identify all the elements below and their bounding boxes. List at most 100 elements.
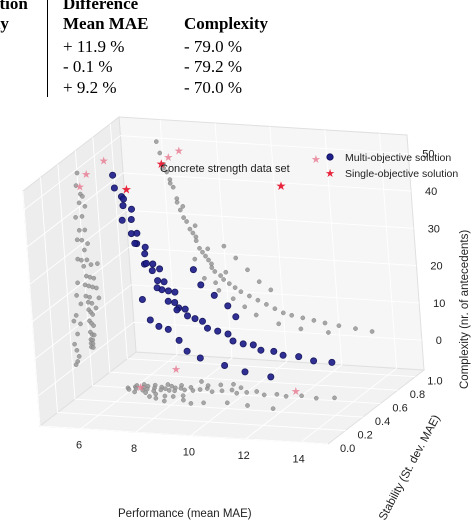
projection-point [76,227,82,233]
projection-point [143,390,148,395]
projection-point [299,393,304,399]
projection-point [80,194,85,199]
chart-grid [22,119,422,445]
projection-point [81,263,87,269]
multi-objective-point [224,330,232,338]
projection-point [298,326,304,332]
projection-point [193,238,199,244]
y-tick-label: 0.4 [375,416,390,428]
x-tick-label: 10 [183,446,195,458]
multi-objective-point [164,287,172,295]
projection-point [164,169,170,175]
single-objective-projection: ★ [81,169,91,181]
projection-point [270,406,276,411]
projection-point [167,180,173,186]
projection-point [209,265,215,270]
y-axis-label: Stability (St. dev. MAE) [377,413,443,522]
z-tick-label: 20 [430,261,442,273]
projection-point [74,170,80,176]
projection-point [261,392,267,398]
projection-point [283,393,289,399]
multi-objective-point [120,195,128,203]
multi-objective-point [110,184,118,192]
y-tick-label: 0.0 [340,443,355,455]
projection-point [280,310,286,316]
grid-line-z [26,172,412,248]
projection-point [93,305,99,311]
projection-point [274,391,280,397]
projection-point [232,285,238,290]
projection-point [73,215,78,220]
projection-point [272,306,278,312]
multi-objective-point [249,341,257,349]
projection-point [253,312,259,318]
z-tick-label: 10 [433,298,445,310]
projection-point [311,318,317,323]
projection-point [247,293,252,299]
y-tick-label: 0.8 [410,389,425,401]
multi-objective-point [118,216,126,224]
single-objective-projection: ★ [311,154,321,166]
legend-marker-multi [326,153,334,161]
multi-objective-point [279,351,287,359]
projection-point [74,293,79,298]
grid-line-z [37,321,422,397]
multi-objective-point [155,322,163,330]
multi-objective-point [183,312,191,320]
projection-point [163,386,168,392]
projection-points: ★★★★★★★★★ [71,139,375,411]
multi-objective-point [156,265,164,273]
z-tick-label: 50 [422,149,434,161]
x-tick-label: 8 [131,443,137,455]
projection-point [213,280,218,286]
single-objective-projection: ★ [171,364,181,376]
projection-point [218,273,223,278]
multi-objective-point [153,284,161,292]
projection-point [238,289,244,295]
single-objective-projection: ★ [291,386,301,398]
z-axis-label: Complexity (nr. of antecedents) [459,230,471,389]
grid-line-y [22,190,329,445]
single-objective-projection: ★ [75,182,85,194]
projection-point [75,331,80,337]
projection-point [91,323,96,328]
projection-point [76,354,82,359]
projection-point [221,277,226,282]
multi-objective-point [154,277,162,285]
projection-point [82,227,88,233]
legend-marker-single: ★ [325,168,335,180]
projection-point [96,295,102,301]
projection-point [244,390,250,395]
projection-point [326,330,331,335]
projection-point [190,230,196,236]
grid-line-z [29,209,414,285]
multi-objective-point [232,313,240,321]
projection-point [197,387,203,392]
projection-point [170,394,176,399]
single-objective-projection: ★ [163,152,173,164]
x-tick-label: 14 [292,453,304,465]
projection-point [90,284,95,290]
multi-objective-point [141,243,149,251]
projection-point [209,389,215,395]
projection-point [197,245,202,251]
table-cell-mae-row-1: + 11.9 % [63,37,125,56]
projection-point [177,207,183,213]
projection-point [233,255,239,261]
multi-objective-point [239,340,247,348]
projection-point [245,267,250,273]
projection-point [199,379,204,384]
projection-point [94,285,99,291]
projection-point [231,381,236,387]
projection-point [79,237,85,243]
projection-point [75,280,80,286]
x-tick-label: 6 [76,440,82,452]
projection-point [201,400,206,406]
multi-objective-point [257,346,265,354]
table-cell-complexity-row-2: - 79.2 % [184,57,243,76]
projection-point [172,388,177,394]
projection-point [90,312,96,317]
projection-point [184,219,189,224]
grid-line-x [135,122,233,433]
multi-objective-point [310,357,318,365]
